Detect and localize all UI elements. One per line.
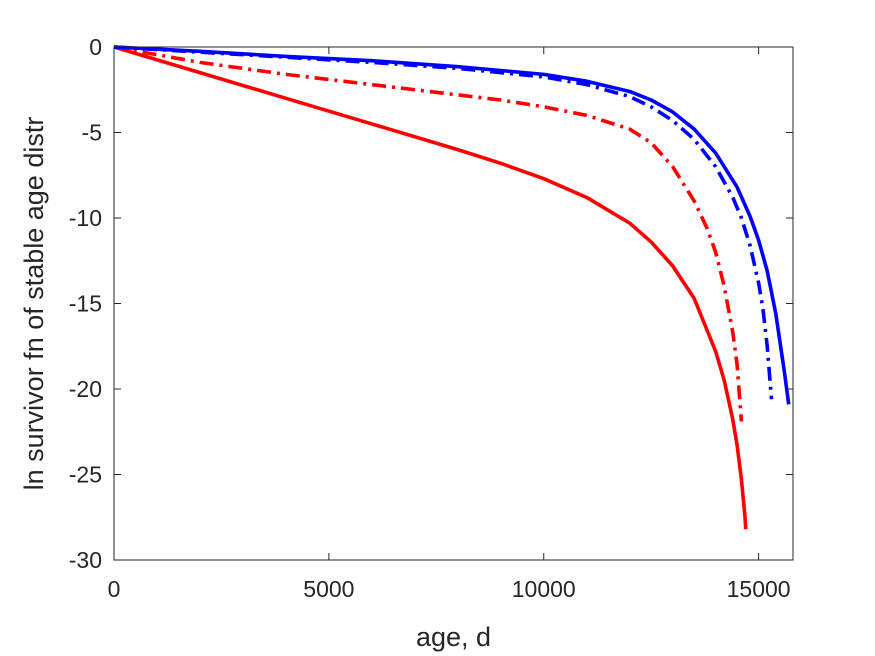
y-tick-label: 0 [89, 34, 102, 60]
y-tick-label: -30 [69, 547, 102, 573]
y-axis-ticks: 0 -5 -10 -15 -20 -25 -30 [69, 34, 793, 573]
x-axis-ticks: 0 5000 10000 15000 [108, 47, 791, 602]
y-tick-label: -25 [69, 462, 102, 488]
series-line-2 [113, 45, 744, 422]
y-tick-label: -15 [69, 291, 102, 317]
x-axis-label: age, d [416, 622, 491, 652]
series-layer [113, 45, 791, 530]
y-axis-label: ln survivor fn of stable age distr [19, 117, 49, 491]
y-tick-label: -5 [82, 120, 102, 146]
y-tick-label: -10 [69, 205, 102, 231]
series-line-1 [113, 45, 748, 530]
x-tick-label: 0 [108, 576, 121, 602]
plot-area [114, 47, 793, 560]
y-tick-label: -20 [69, 376, 102, 402]
x-tick-label: 15000 [727, 576, 791, 602]
x-tick-label: 5000 [303, 576, 354, 602]
series-line-4 [113, 45, 774, 400]
x-tick-label: 10000 [512, 576, 576, 602]
